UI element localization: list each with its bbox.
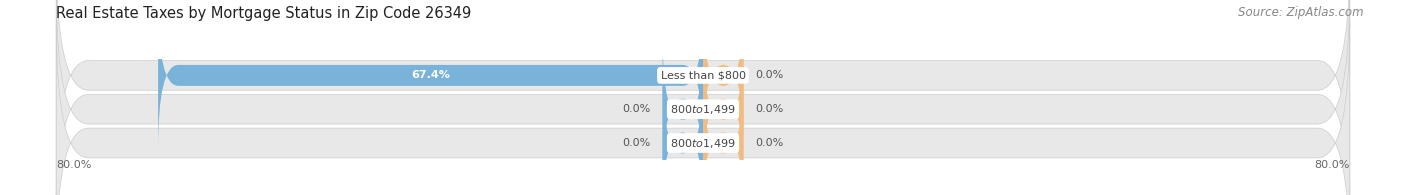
FancyBboxPatch shape (703, 35, 744, 183)
Text: 67.4%: 67.4% (411, 70, 450, 80)
Text: $800 to $1,499: $800 to $1,499 (671, 136, 735, 150)
FancyBboxPatch shape (662, 69, 703, 195)
Text: 80.0%: 80.0% (56, 160, 91, 170)
FancyBboxPatch shape (703, 69, 744, 195)
Text: 0.0%: 0.0% (623, 138, 651, 148)
Text: 0.0%: 0.0% (755, 70, 783, 80)
Text: Source: ZipAtlas.com: Source: ZipAtlas.com (1239, 6, 1364, 19)
FancyBboxPatch shape (703, 1, 744, 149)
FancyBboxPatch shape (157, 1, 703, 149)
FancyBboxPatch shape (56, 0, 1350, 195)
Text: $800 to $1,499: $800 to $1,499 (671, 103, 735, 116)
FancyBboxPatch shape (56, 23, 1350, 195)
Text: Real Estate Taxes by Mortgage Status in Zip Code 26349: Real Estate Taxes by Mortgage Status in … (56, 6, 471, 21)
Text: 0.0%: 0.0% (755, 104, 783, 114)
Text: 0.0%: 0.0% (755, 138, 783, 148)
Text: 0.0%: 0.0% (623, 104, 651, 114)
FancyBboxPatch shape (662, 35, 703, 183)
Text: 80.0%: 80.0% (1315, 160, 1350, 170)
FancyBboxPatch shape (56, 0, 1350, 195)
Text: Less than $800: Less than $800 (661, 70, 745, 80)
